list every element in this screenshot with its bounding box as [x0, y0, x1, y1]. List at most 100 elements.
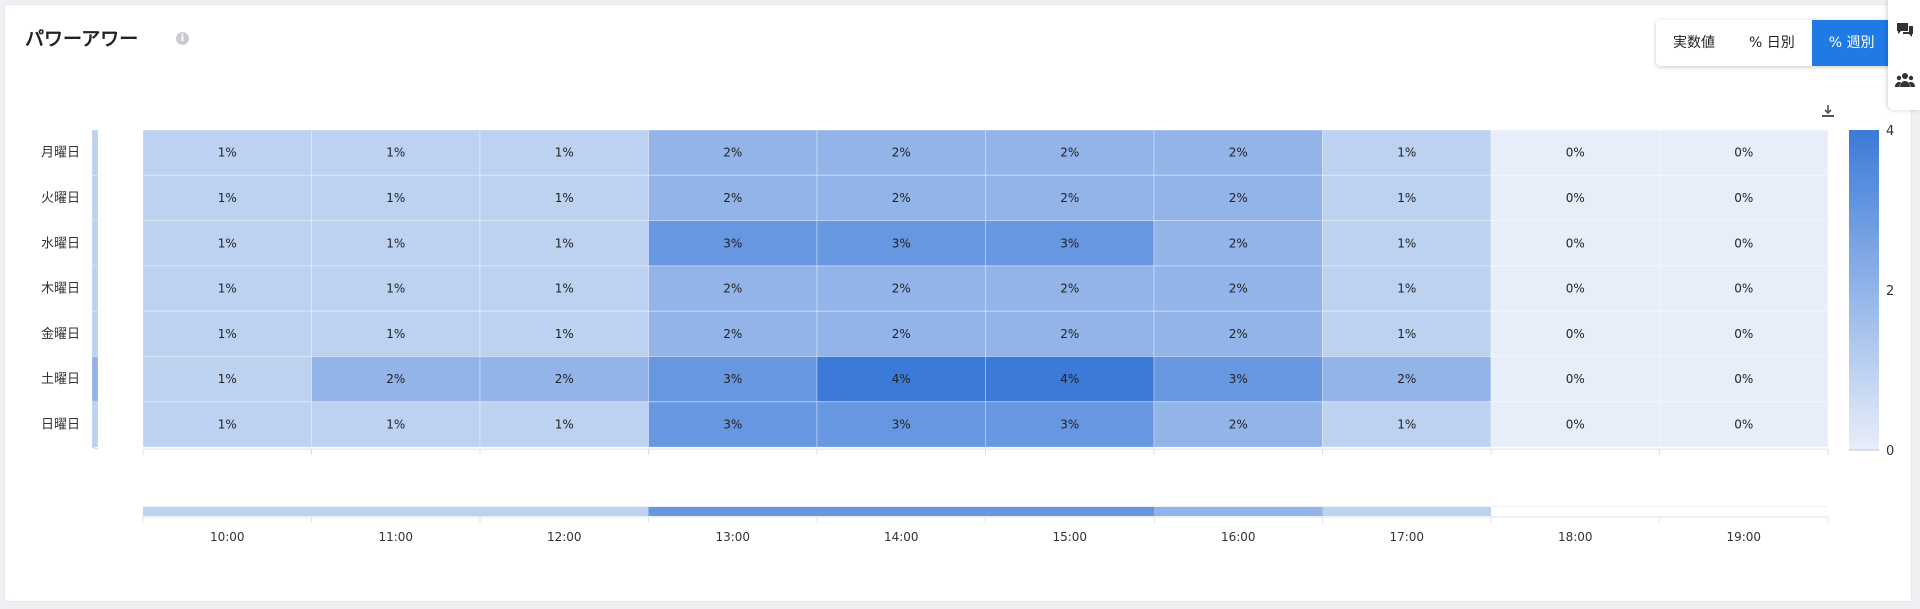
- cell-label: 1%: [555, 236, 574, 250]
- cell-label: 0%: [1734, 236, 1753, 250]
- cell-label: 2%: [1060, 146, 1079, 160]
- heatmap-cell: [479, 129, 649, 176]
- heatmap-cell: [648, 356, 818, 403]
- row-total-bar: [91, 401, 99, 448]
- cell-label: 0%: [1566, 372, 1585, 386]
- download-icon[interactable]: [1820, 103, 1836, 119]
- cell-label: 2%: [1397, 372, 1416, 386]
- row-label: 土曜日: [41, 372, 80, 387]
- cell-label: 3%: [723, 236, 742, 250]
- heatmap-cell: [1153, 174, 1323, 222]
- cell-label: 1%: [386, 191, 405, 205]
- heatmap-cell: [648, 310, 818, 358]
- row-total-bar: [91, 220, 99, 267]
- cell-label: 1%: [1397, 191, 1416, 205]
- cell-label: 2%: [1229, 191, 1248, 205]
- cell-label: 1%: [386, 282, 405, 296]
- heatmap-cell: [648, 265, 818, 312]
- heatmap-cell: [1322, 401, 1492, 448]
- color-scale-tick-label: 0: [1886, 444, 1894, 459]
- heatmap-cell: [311, 265, 481, 312]
- cell-label: 0%: [1734, 146, 1753, 160]
- cell-label: 1%: [386, 146, 405, 160]
- cell-label: 1%: [555, 417, 574, 431]
- cell-label: 2%: [1229, 282, 1248, 296]
- col-total-bar: [1659, 507, 1828, 516]
- cell-label: 1%: [1397, 417, 1416, 431]
- col-total-bar: [480, 507, 649, 516]
- heatmap-cell: [1322, 129, 1492, 176]
- heatmap-cell: [816, 220, 986, 267]
- cell-label: 2%: [892, 191, 911, 205]
- page-title: パワーアワー: [25, 28, 139, 50]
- x-tick-label: 12:00: [547, 530, 582, 544]
- heatmap-cell: [1153, 401, 1323, 448]
- heatmap-cell: [816, 265, 986, 312]
- heatmap-cell: [985, 265, 1155, 312]
- cell-label: 2%: [1229, 236, 1248, 250]
- cell-label: 0%: [1566, 327, 1585, 341]
- heatmap-cell: [985, 174, 1155, 222]
- x-tick-label: 15:00: [1052, 530, 1087, 544]
- heatmap-cell: [1659, 356, 1829, 403]
- cell-label: 2%: [892, 146, 911, 160]
- heatmap-cell: [985, 356, 1155, 403]
- heatmap-cell: [1153, 265, 1323, 312]
- cell-label: 1%: [555, 191, 574, 205]
- cell-label: 4%: [892, 372, 911, 386]
- heatmap-cell: [479, 310, 649, 358]
- heatmap-cell: [142, 265, 312, 312]
- cell-label: 1%: [386, 327, 405, 341]
- cell-label: 2%: [1060, 282, 1079, 296]
- heatmap-cell: [985, 220, 1155, 267]
- users-icon[interactable]: [1895, 70, 1915, 90]
- row-label: 日曜日: [41, 417, 80, 432]
- row-label: 木曜日: [41, 282, 80, 297]
- heatmap-cell: [1153, 310, 1323, 358]
- side-panel: [1888, 0, 1920, 110]
- toggle-actual-values[interactable]: 実数値: [1673, 35, 1715, 51]
- heatmap-cell: [311, 356, 481, 403]
- cell-label: 2%: [892, 282, 911, 296]
- cell-label: 2%: [723, 327, 742, 341]
- x-tick-label: 18:00: [1558, 530, 1593, 544]
- heatmap-cell: [816, 401, 986, 448]
- cell-label: 1%: [555, 327, 574, 341]
- row-total-bar: [91, 175, 99, 221]
- col-total-bar: [985, 507, 1154, 516]
- cell-label: 2%: [386, 372, 405, 386]
- heatmap-cell: [1490, 129, 1660, 176]
- heatmap-cell: [985, 129, 1155, 176]
- info-icon[interactable]: i: [176, 32, 189, 45]
- row-total-bar: [91, 310, 99, 357]
- heatmap-cell: [479, 220, 649, 267]
- cell-label: 3%: [1229, 372, 1248, 386]
- row-total-bar: [91, 129, 99, 176]
- heatmap-cell: [142, 401, 312, 448]
- color-scale-tick-label: 4: [1886, 124, 1894, 139]
- x-tick-label: 14:00: [884, 530, 919, 544]
- cell-label: 1%: [218, 282, 237, 296]
- heatmap-cell: [1659, 310, 1829, 358]
- cell-label: 0%: [1734, 372, 1753, 386]
- cell-label: 1%: [218, 191, 237, 205]
- cell-label: 1%: [218, 327, 237, 341]
- cell-label: 1%: [555, 282, 574, 296]
- heatmap-cell: [142, 129, 312, 176]
- cell-label: 1%: [1397, 327, 1416, 341]
- chat-icon[interactable]: [1895, 20, 1915, 40]
- heatmap-cell: [816, 356, 986, 403]
- cell-label: 2%: [1229, 146, 1248, 160]
- col-total-bar: [143, 507, 312, 516]
- toggle-percent-weekly[interactable]: % 週別: [1811, 20, 1892, 66]
- heatmap-cell: [1659, 129, 1829, 176]
- cell-label: 4%: [1060, 372, 1079, 386]
- heatmap-cell: [1322, 310, 1492, 358]
- cell-label: 3%: [892, 236, 911, 250]
- heatmap-cell: [1659, 220, 1829, 267]
- cell-label: 1%: [386, 417, 405, 431]
- heatmap-cell: [985, 310, 1155, 358]
- heatmap-cell: [1153, 129, 1323, 176]
- toggle-percent-daily[interactable]: % 日別: [1749, 35, 1795, 51]
- cell-label: 0%: [1734, 191, 1753, 205]
